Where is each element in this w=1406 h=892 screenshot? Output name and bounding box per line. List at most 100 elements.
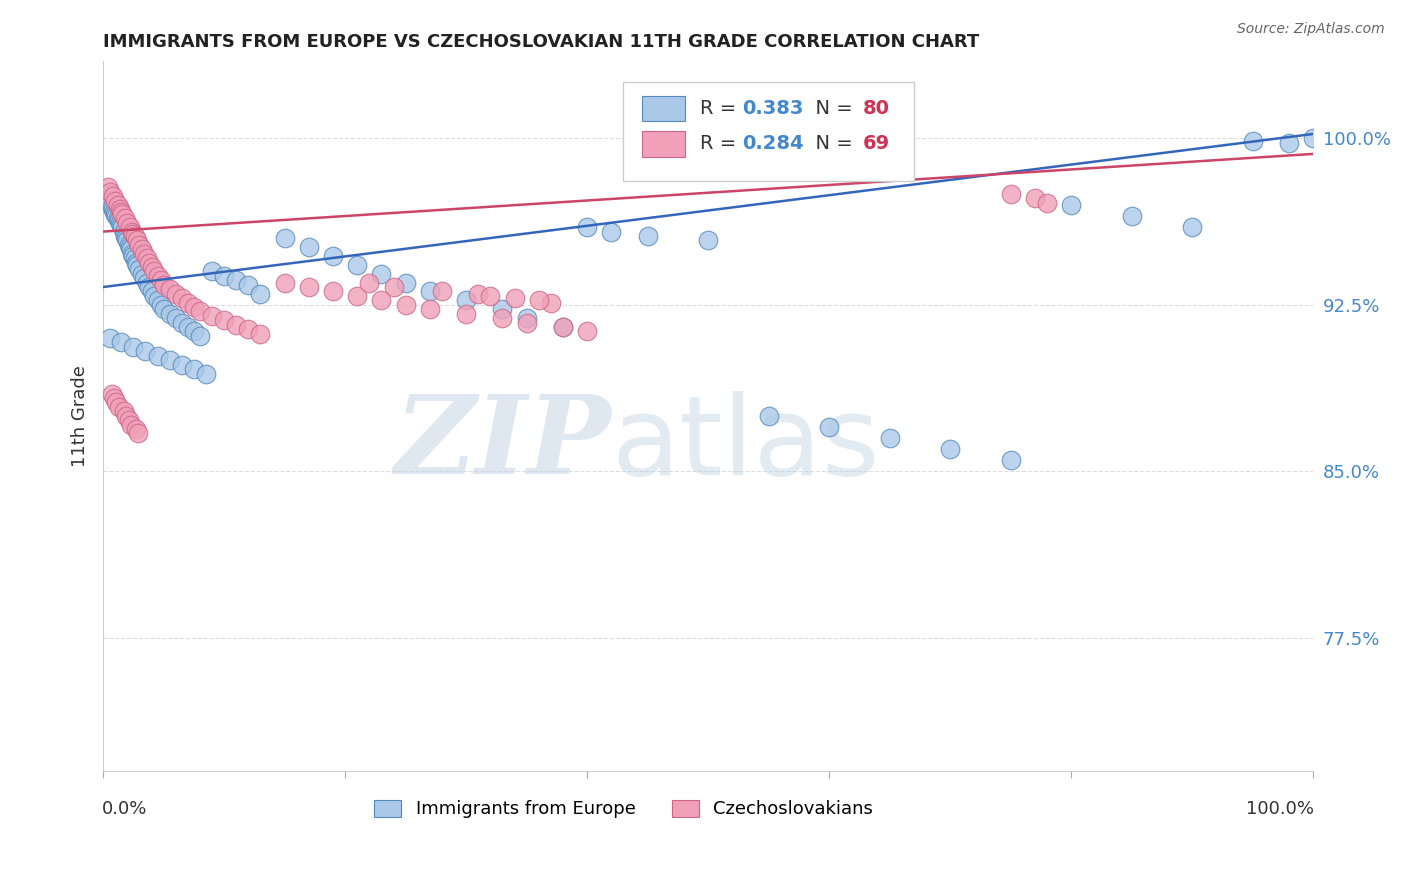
Point: [98, 194, 121, 208]
Point: [120, 417, 142, 432]
Point: [238, 322, 260, 336]
Point: [1241, 134, 1264, 148]
Point: [346, 289, 368, 303]
Point: [1036, 195, 1059, 210]
Point: [146, 293, 169, 308]
FancyBboxPatch shape: [641, 95, 685, 121]
Point: [104, 194, 127, 208]
Point: [100, 331, 122, 345]
Point: [100, 386, 122, 401]
Point: [346, 258, 368, 272]
Point: [131, 267, 153, 281]
Point: [249, 326, 271, 341]
Point: [138, 280, 160, 294]
Point: [170, 316, 193, 330]
Point: [419, 285, 441, 299]
Point: [103, 391, 125, 405]
Point: [159, 282, 181, 296]
Point: [467, 286, 489, 301]
Point: [115, 409, 138, 423]
Point: [395, 298, 418, 312]
Point: [114, 229, 136, 244]
Point: [818, 419, 841, 434]
Point: [118, 240, 141, 254]
Point: [298, 240, 321, 254]
Point: [298, 280, 321, 294]
Text: 0.383: 0.383: [742, 99, 803, 118]
Point: [697, 234, 720, 248]
Point: [170, 358, 193, 372]
Point: [201, 264, 224, 278]
Point: [551, 320, 574, 334]
Point: [96, 186, 118, 201]
Point: [141, 260, 163, 274]
Point: [104, 207, 127, 221]
Point: [758, 409, 780, 423]
Point: [152, 302, 174, 317]
Point: [165, 286, 187, 301]
Point: [152, 277, 174, 292]
Point: [177, 295, 200, 310]
Point: [146, 349, 169, 363]
Text: 100.0%: 100.0%: [1247, 799, 1315, 818]
Point: [124, 251, 146, 265]
Point: [491, 302, 513, 317]
Point: [125, 258, 148, 272]
Text: 0.284: 0.284: [742, 135, 804, 153]
Point: [101, 189, 124, 203]
Point: [125, 422, 148, 436]
Point: [107, 211, 129, 226]
Point: [170, 291, 193, 305]
Point: [195, 367, 218, 381]
Point: [503, 291, 526, 305]
Point: [382, 280, 405, 294]
Point: [105, 209, 128, 223]
Point: [111, 220, 134, 235]
Text: atlas: atlas: [612, 391, 880, 498]
Point: [121, 225, 143, 239]
Legend: Immigrants from Europe, Czechoslovakians: Immigrants from Europe, Czechoslovakians: [367, 792, 880, 826]
Point: [1000, 453, 1022, 467]
Point: [127, 426, 149, 441]
Text: Source: ZipAtlas.com: Source: ZipAtlas.com: [1237, 22, 1385, 37]
Point: [142, 264, 165, 278]
Point: [110, 218, 132, 232]
FancyBboxPatch shape: [623, 82, 914, 181]
Text: R =: R =: [700, 99, 742, 118]
Point: [112, 404, 135, 418]
Point: [188, 329, 211, 343]
Point: [117, 238, 139, 252]
Point: [238, 277, 260, 292]
Point: [359, 276, 381, 290]
Point: [159, 307, 181, 321]
Point: [576, 220, 599, 235]
Point: [939, 442, 962, 456]
Point: [456, 293, 478, 308]
Point: [118, 220, 141, 235]
Point: [110, 204, 132, 219]
Point: [128, 262, 150, 277]
Point: [370, 267, 392, 281]
Point: [135, 251, 157, 265]
Point: [322, 249, 344, 263]
Point: [527, 293, 550, 308]
Point: [108, 400, 131, 414]
Point: [138, 255, 160, 269]
Text: ZIP: ZIP: [395, 391, 612, 498]
Point: [117, 216, 139, 230]
Text: IMMIGRANTS FROM EUROPE VS CZECHOSLOVAKIAN 11TH GRADE CORRELATION CHART: IMMIGRANTS FROM EUROPE VS CZECHOSLOVAKIA…: [103, 33, 980, 51]
Text: N =: N =: [803, 99, 859, 118]
Point: [134, 246, 156, 260]
Point: [131, 242, 153, 256]
Point: [150, 273, 173, 287]
Point: [150, 298, 173, 312]
Point: [225, 273, 247, 287]
Point: [212, 268, 235, 283]
Point: [108, 202, 131, 217]
Point: [273, 231, 295, 245]
Point: [135, 276, 157, 290]
Point: [516, 311, 538, 326]
Point: [108, 213, 131, 227]
Point: [141, 285, 163, 299]
Point: [100, 185, 122, 199]
